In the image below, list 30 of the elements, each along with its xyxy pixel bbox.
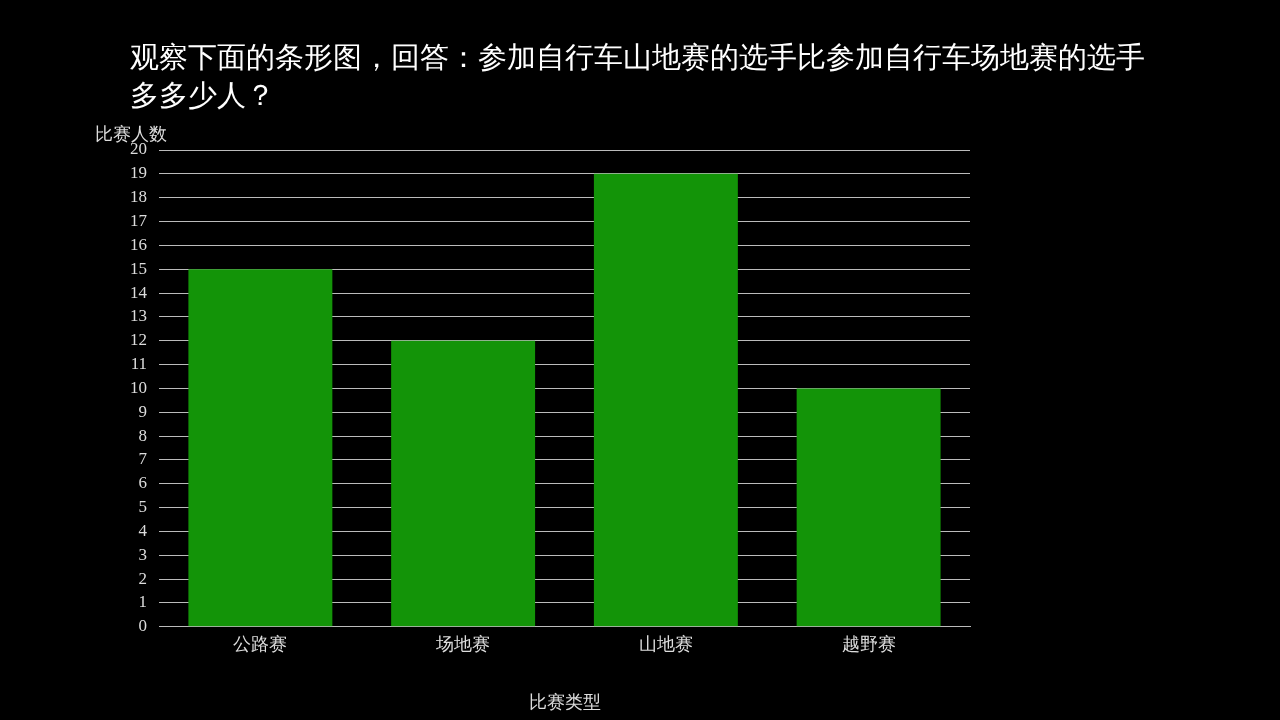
chart-title: 观察下面的条形图，回答：参加自行车山地赛的选手比参加自行车场地赛的选手多多少人？	[130, 39, 1146, 114]
y-tick-label: 10	[130, 377, 147, 397]
y-tick-label: 7	[138, 449, 148, 469]
y-tick-label: 16	[130, 234, 147, 254]
bar	[593, 173, 738, 627]
y-tick-label: 11	[130, 354, 147, 374]
bar	[796, 388, 941, 627]
x-tick-label: 公路赛	[233, 633, 288, 655]
y-tick-label: 3	[138, 544, 147, 564]
y-tick-label: 14	[130, 282, 148, 302]
x-tick-label: 越野赛	[841, 633, 896, 655]
y-tick-label: 12	[130, 330, 147, 350]
y-tick-label: 4	[138, 520, 148, 540]
y-tick-label: 6	[138, 473, 147, 493]
y-tick-label: 9	[138, 401, 147, 421]
y-tick-label: 2	[138, 568, 147, 588]
y-tick-label: 18	[130, 187, 147, 207]
y-tick-label: 5	[138, 497, 147, 517]
y-tick-label: 8	[138, 425, 147, 445]
y-tick-label: 17	[130, 210, 148, 230]
x-axis-title: 比赛类型	[528, 690, 601, 712]
y-tick-label: 0	[138, 616, 147, 636]
x-tick-label: 场地赛	[435, 633, 491, 655]
bar	[188, 269, 333, 627]
y-tick-label: 13	[130, 306, 147, 326]
y-tick-label: 19	[130, 163, 147, 183]
y-tick-label: 1	[138, 592, 147, 612]
x-tick-label: 山地赛	[638, 633, 693, 655]
bar	[391, 340, 536, 627]
y-tick-label: 15	[130, 258, 147, 278]
